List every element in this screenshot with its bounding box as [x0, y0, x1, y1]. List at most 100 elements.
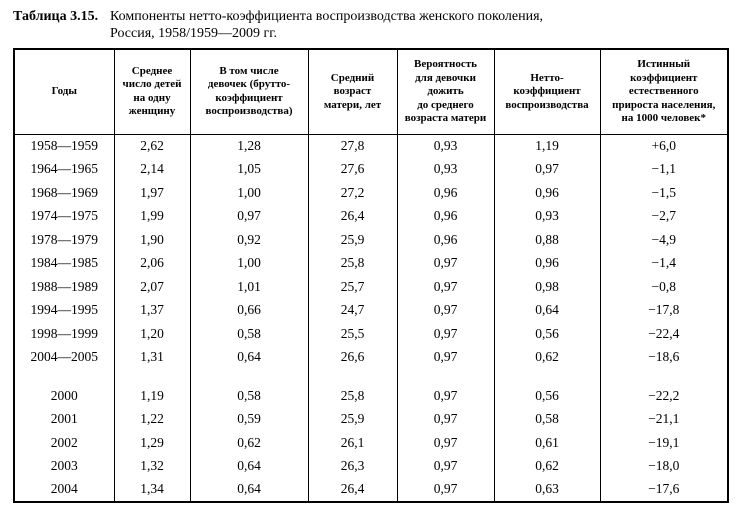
- cell-years: 2002: [13, 431, 115, 455]
- cell-years: 1968—1969: [13, 181, 115, 205]
- cell-gross-reproduction-rate: 0,58: [189, 322, 309, 346]
- col-header-years: Годы: [13, 48, 115, 135]
- cell-children-per-woman: 2,62: [113, 134, 191, 158]
- cell-net-reproduction-rate: 0,96: [493, 251, 601, 275]
- spacer-cell: [189, 369, 309, 384]
- cell-gross-reproduction-rate: 0,58: [189, 384, 309, 408]
- cell-gross-reproduction-rate: 0,97: [189, 204, 309, 228]
- cell-gross-reproduction-rate: 1,00: [189, 181, 309, 205]
- cell-net-reproduction-rate: 0,61: [493, 431, 601, 455]
- cell-true-natural-increase: −1,1: [599, 157, 729, 181]
- cell-true-natural-increase: −0,8: [599, 275, 729, 299]
- table-row: 2000 1,19 0,58 25,8 0,97 0,56 −22,2: [13, 384, 729, 408]
- table-row: 2003 1,32 0,64 26,3 0,97 0,62 −18,0: [13, 454, 729, 478]
- cell-gross-reproduction-rate: 0,64: [189, 478, 309, 502]
- cell-children-per-woman: 1,31: [113, 345, 191, 369]
- cell-net-reproduction-rate: 0,93: [493, 204, 601, 228]
- cell-survival-probability: 0,97: [396, 322, 495, 346]
- cell-mother-mean-age: 25,8: [307, 384, 398, 408]
- cell-true-natural-increase: +6,0: [599, 134, 729, 158]
- table-body: 1958—1959 2,62 1,28 27,8 0,93 1,19 +6,0 1964—19…: [13, 134, 729, 502]
- spacer-cell: [307, 369, 398, 384]
- cell-years: 1964—1965: [13, 157, 115, 181]
- cell-mother-mean-age: 24,7: [307, 298, 398, 322]
- cell-survival-probability: 0,93: [396, 157, 495, 181]
- cell-children-per-woman: 1,19: [113, 384, 191, 408]
- cell-gross-reproduction-rate: 0,92: [189, 228, 309, 252]
- cell-mother-mean-age: 27,8: [307, 134, 398, 158]
- cell-survival-probability: 0,97: [396, 431, 495, 455]
- cell-survival-probability: 0,97: [396, 251, 495, 275]
- cell-true-natural-increase: −4,9: [599, 228, 729, 252]
- spacer-row: [13, 369, 729, 384]
- cell-gross-reproduction-rate: 1,00: [189, 251, 309, 275]
- cell-children-per-woman: 1,99: [113, 204, 191, 228]
- table-caption-text: Компоненты нетто-коэффициента воспроизво…: [110, 8, 543, 42]
- cell-survival-probability: 0,97: [396, 407, 495, 431]
- cell-gross-reproduction-rate: 1,28: [189, 134, 309, 158]
- cell-years: 1984—1985: [13, 251, 115, 275]
- cell-years: 1988—1989: [13, 275, 115, 299]
- cell-net-reproduction-rate: 0,97: [493, 157, 601, 181]
- cell-net-reproduction-rate: 0,96: [493, 181, 601, 205]
- cell-years: 2003: [13, 454, 115, 478]
- cell-children-per-woman: 1,90: [113, 228, 191, 252]
- cell-true-natural-increase: −1,5: [599, 181, 729, 205]
- spacer-cell: [493, 369, 601, 384]
- cell-survival-probability: 0,96: [396, 228, 495, 252]
- cell-net-reproduction-rate: 0,88: [493, 228, 601, 252]
- table-row: 1968—1969 1,97 1,00 27,2 0,96 0,96 −1,5: [13, 181, 729, 205]
- cell-mother-mean-age: 25,8: [307, 251, 398, 275]
- cell-survival-probability: 0,97: [396, 478, 495, 502]
- cell-years: 1958—1959: [13, 134, 115, 158]
- spacer-cell: [599, 369, 729, 384]
- cell-years: 2004—2005: [13, 345, 115, 369]
- cell-survival-probability: 0,97: [396, 384, 495, 408]
- cell-mother-mean-age: 26,3: [307, 454, 398, 478]
- cell-years: 2004: [13, 478, 115, 502]
- cell-gross-reproduction-rate: 1,01: [189, 275, 309, 299]
- cell-gross-reproduction-rate: 1,05: [189, 157, 309, 181]
- cell-mother-mean-age: 26,6: [307, 345, 398, 369]
- table-row: 2004—2005 1,31 0,64 26,6 0,97 0,62 −18,6: [13, 345, 729, 369]
- table-row: 1958—1959 2,62 1,28 27,8 0,93 1,19 +6,0: [13, 134, 729, 158]
- cell-true-natural-increase: −21,1: [599, 407, 729, 431]
- cell-survival-probability: 0,97: [396, 275, 495, 299]
- cell-net-reproduction-rate: 0,64: [493, 298, 601, 322]
- cell-true-natural-increase: −19,1: [599, 431, 729, 455]
- table-caption-line2: Россия, 1958/1959—2009 гг.: [110, 26, 277, 41]
- spacer-cell: [13, 369, 115, 384]
- cell-children-per-woman: 2,14: [113, 157, 191, 181]
- cell-children-per-woman: 1,34: [113, 478, 191, 502]
- cell-survival-probability: 0,97: [396, 345, 495, 369]
- cell-net-reproduction-rate: 0,62: [493, 454, 601, 478]
- table-caption-number: Таблица 3.15.: [13, 9, 99, 24]
- cell-mother-mean-age: 26,4: [307, 478, 398, 502]
- cell-gross-reproduction-rate: 0,59: [189, 407, 309, 431]
- table-caption: Таблица 3.15. Компоненты нетто-коэффицие…: [0, 0, 751, 42]
- col-header-mother-mean-age: Средний возраст матери, лет: [307, 48, 398, 135]
- table-row: 1964—1965 2,14 1,05 27,6 0,93 0,97 −1,1: [13, 157, 729, 181]
- spacer-cell: [396, 369, 495, 384]
- col-header-true-natural-increase: Истинный коэффициент естественного приро…: [599, 48, 729, 135]
- cell-mother-mean-age: 27,6: [307, 157, 398, 181]
- cell-gross-reproduction-rate: 0,64: [189, 454, 309, 478]
- cell-true-natural-increase: −17,6: [599, 478, 729, 502]
- cell-mother-mean-age: 27,2: [307, 181, 398, 205]
- table-row: 1998—1999 1,20 0,58 25,5 0,97 0,56 −22,4: [13, 322, 729, 346]
- cell-net-reproduction-rate: 0,98: [493, 275, 601, 299]
- cell-true-natural-increase: −22,4: [599, 322, 729, 346]
- cell-mother-mean-age: 25,5: [307, 322, 398, 346]
- cell-children-per-woman: 2,06: [113, 251, 191, 275]
- cell-children-per-woman: 1,97: [113, 181, 191, 205]
- cell-survival-probability: 0,97: [396, 298, 495, 322]
- cell-true-natural-increase: −1,4: [599, 251, 729, 275]
- cell-net-reproduction-rate: 0,63: [493, 478, 601, 502]
- cell-net-reproduction-rate: 0,62: [493, 345, 601, 369]
- table-row: 1984—1985 2,06 1,00 25,8 0,97 0,96 −1,4: [13, 251, 729, 275]
- cell-mother-mean-age: 25,9: [307, 407, 398, 431]
- cell-survival-probability: 0,96: [396, 181, 495, 205]
- cell-net-reproduction-rate: 0,56: [493, 322, 601, 346]
- cell-net-reproduction-rate: 1,19: [493, 134, 601, 158]
